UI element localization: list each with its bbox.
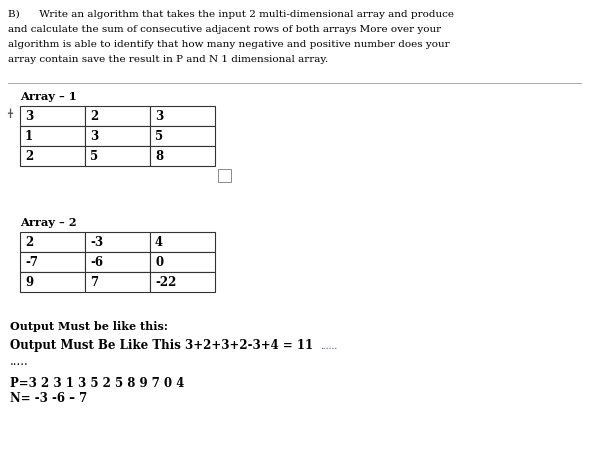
Text: and calculate the sum of consecutive adjacent rows of both arrays More over your: and calculate the sum of consecutive adj… [8,25,441,34]
Text: array contain save the result in P and N 1 dimensional array.: array contain save the result in P and N… [8,55,328,64]
Bar [85,107,150,127]
Text: N= -3 -6 – 7: N= -3 -6 – 7 [10,391,87,404]
Text: 1: 1 [25,130,33,143]
Bar [85,232,150,252]
Text: -6: -6 [90,256,103,269]
Text: 3: 3 [90,130,98,143]
Bar [150,232,215,252]
Bar [85,127,150,147]
Text: ╋: ╋ [7,109,12,118]
Text: P=3 2 3 1 3 5 2 5 8 9 7 0 4: P=3 2 3 1 3 5 2 5 8 9 7 0 4 [10,376,184,389]
Text: 2: 2 [25,236,33,249]
Text: B)      Write an algorithm that takes the input 2 multi-dimensional array and pr: B) Write an algorithm that takes the inp… [8,10,454,19]
Bar [20,147,85,167]
Text: -22: -22 [155,276,176,289]
Text: 8: 8 [155,150,163,163]
Text: 2: 2 [25,150,33,163]
Text: 5: 5 [90,150,98,163]
Text: Output Must Be Like This 3+2+3+2-3+4 = 11: Output Must Be Like This 3+2+3+2-3+4 = 1… [10,338,317,351]
Text: -7: -7 [25,256,38,269]
Text: Output Must be like this:: Output Must be like this: [10,320,168,331]
Bar [20,107,85,127]
Text: 0: 0 [155,256,163,269]
Text: 2: 2 [90,110,98,123]
Bar [150,107,215,127]
Bar [20,232,85,252]
Text: .....: ..... [10,354,29,367]
Bar [218,169,231,183]
Text: 4: 4 [155,236,163,249]
Bar [150,147,215,167]
Bar [150,272,215,292]
Bar [20,272,85,292]
Bar [85,272,150,292]
Bar [20,127,85,147]
Text: -3: -3 [90,236,103,249]
Text: Array – 2: Array – 2 [20,217,77,228]
Text: ......: ...... [320,341,337,350]
Bar [85,252,150,272]
Text: 3: 3 [25,110,33,123]
Text: Array – 1: Array – 1 [20,91,77,102]
Text: 7: 7 [90,276,98,289]
Text: 3: 3 [155,110,163,123]
Bar [85,147,150,167]
Text: 9: 9 [25,276,33,289]
Text: algorithm is able to identify that how many negative and positive number does yo: algorithm is able to identify that how m… [8,40,449,49]
Bar [150,127,215,147]
Text: 5: 5 [155,130,163,143]
Bar [150,252,215,272]
Bar [20,252,85,272]
